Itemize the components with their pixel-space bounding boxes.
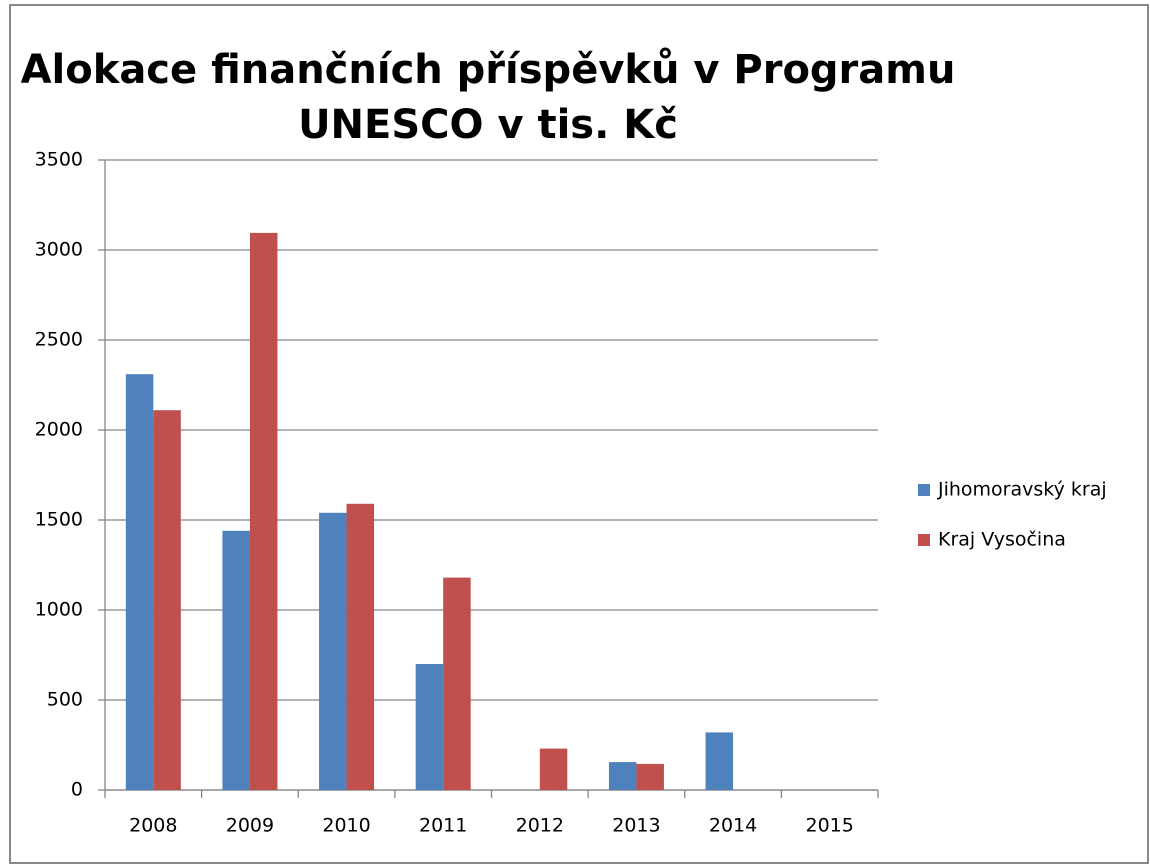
bar xyxy=(443,577,471,790)
x-tick-label: 2009 xyxy=(226,815,274,837)
y-tick-label: 2000 xyxy=(35,419,83,441)
y-tick-label: 1000 xyxy=(35,599,83,621)
x-tick-label: 2008 xyxy=(129,815,177,837)
y-tick-label: 3000 xyxy=(35,239,83,261)
bar xyxy=(539,748,568,790)
y-tick-label: 500 xyxy=(47,689,83,711)
x-tick-label: 2014 xyxy=(709,815,757,837)
bar xyxy=(346,503,375,790)
legend-label: Jihomoravský kraj xyxy=(937,479,1107,501)
y-tick-label: 0 xyxy=(71,779,83,801)
bar xyxy=(153,410,181,790)
legend-label: Kraj Vysočina xyxy=(938,529,1066,551)
x-tick-label: 2012 xyxy=(516,815,564,837)
bar xyxy=(319,512,347,790)
x-tick-label: 2011 xyxy=(419,815,467,837)
bar xyxy=(608,762,637,790)
legend-swatch xyxy=(918,534,930,546)
bar xyxy=(636,763,664,790)
x-tick-label: 2013 xyxy=(612,815,660,837)
y-tick-label: 3500 xyxy=(35,149,83,171)
x-tick-label: 2010 xyxy=(322,815,370,837)
chart-title: Alokace finančních příspěvků v Programu xyxy=(21,46,956,93)
bar xyxy=(705,732,734,790)
legend-swatch xyxy=(918,484,930,496)
chart-frame xyxy=(9,4,1149,864)
y-tick-label: 1500 xyxy=(35,509,83,531)
x-tick-label: 2015 xyxy=(806,815,854,837)
bar xyxy=(249,232,278,790)
bar xyxy=(125,374,154,790)
bar xyxy=(222,530,250,790)
bar xyxy=(415,664,444,790)
y-tick-label: 2500 xyxy=(35,329,83,351)
chart-title: UNESCO v tis. Kč xyxy=(298,102,678,148)
